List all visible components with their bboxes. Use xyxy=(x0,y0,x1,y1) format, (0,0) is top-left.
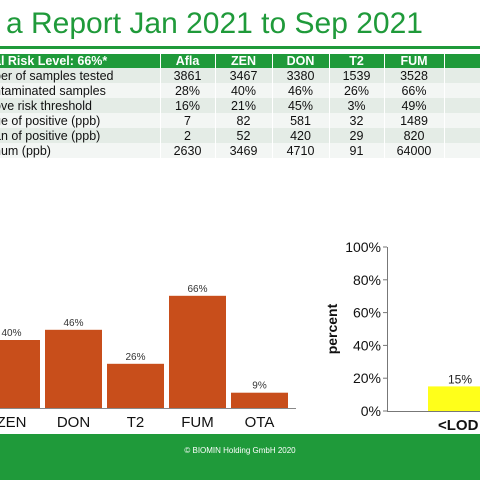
bar-zen xyxy=(0,340,40,408)
report-title: a Report Jan 2021 to Sep 2021 xyxy=(6,7,423,40)
bar-t2 xyxy=(107,363,164,408)
table-cell: 1539 xyxy=(329,68,385,83)
table-cell xyxy=(444,128,480,143)
header-afla: Afla xyxy=(160,54,216,68)
bar-fum xyxy=(169,295,226,408)
table-cell: 581 xyxy=(272,113,330,128)
footer-bar xyxy=(0,434,480,480)
row-label: an of positive (ppb) xyxy=(0,128,161,143)
table-cell: 420 xyxy=(272,128,330,143)
row-label: ove risk threshold xyxy=(0,98,161,113)
category-label: FUM xyxy=(181,414,214,431)
table-cell: 66% xyxy=(384,83,445,98)
table-cell: 28% xyxy=(160,83,216,98)
table-cell: 45% xyxy=(272,98,330,113)
y-tick-label: 0% xyxy=(361,403,381,419)
table-cell xyxy=(444,98,480,113)
table-cell: 46% xyxy=(272,83,330,98)
bar-ota xyxy=(231,392,288,408)
y-tick-label: 20% xyxy=(353,370,381,386)
row-label: ge of positive (ppb) xyxy=(0,113,161,128)
table-cell: 64000 xyxy=(384,143,445,158)
table-cell: 2630 xyxy=(160,143,216,158)
table-cell: 16% xyxy=(160,98,216,113)
bar-don xyxy=(45,329,102,408)
bar-value-label: 40% xyxy=(1,328,21,339)
bar-value-label: 26% xyxy=(125,352,145,363)
table-cell: 4710 xyxy=(272,143,330,158)
table-cell: 3467 xyxy=(215,68,273,83)
table-cell: 3861 xyxy=(160,68,216,83)
table-row: ber of samples tested 3861 3467 3380 153… xyxy=(0,68,480,83)
category-label: <LOD xyxy=(438,417,479,434)
header-risk-level: al Risk Level: 66%* xyxy=(0,54,161,68)
table-cell xyxy=(444,83,480,98)
header-t2: T2 xyxy=(329,54,385,68)
bar-value-label: 46% xyxy=(63,318,83,329)
table-cell: 82 xyxy=(215,113,273,128)
bar-value-label: 9% xyxy=(252,381,267,392)
table-cell: 1489 xyxy=(384,113,445,128)
bar-value-label: 66% xyxy=(187,284,207,295)
category-label: ZEN xyxy=(0,414,27,431)
row-label: ntaminated samples xyxy=(0,83,161,98)
table-cell: 21% xyxy=(215,98,273,113)
category-label: T2 xyxy=(127,414,145,431)
y-axis-label: percent xyxy=(324,303,340,354)
y-tick-label: 100% xyxy=(345,239,381,255)
table-row: ntaminated samples 28% 40% 46% 26% 66% xyxy=(0,83,480,98)
table-cell: 91 xyxy=(329,143,385,158)
table-cell: 3380 xyxy=(272,68,330,83)
y-tick-label: 60% xyxy=(353,305,381,321)
table-cell: 40% xyxy=(215,83,273,98)
table-cell xyxy=(444,68,480,83)
header-don: DON xyxy=(272,54,330,68)
lod-percent-chart: 0% 20% 40% 60% 80% 100% percent 15% <LOD xyxy=(324,239,480,434)
y-tick-label: 80% xyxy=(353,272,381,288)
table-cell xyxy=(444,143,480,158)
category-label: OTA xyxy=(245,414,275,431)
row-label: num (ppb) xyxy=(0,143,161,158)
table-cell: 7 xyxy=(160,113,216,128)
table-cell: 52 xyxy=(215,128,273,143)
contamination-bar-chart: 40% ZEN 46% DON 26% T2 66% FUM 9% OTA xyxy=(0,284,296,431)
table-row: an of positive (ppb) 2 52 420 29 820 xyxy=(0,128,480,143)
row-label: ber of samples tested xyxy=(0,68,161,83)
table-header-row: al Risk Level: 66%* Afla ZEN DON T2 FUM xyxy=(0,54,480,68)
charts-area: 40% ZEN 46% DON 26% T2 66% FUM 9% OTA 0% 20% 40% 60%… xyxy=(0,239,480,434)
bar-value-label: 15% xyxy=(448,372,472,386)
y-tick-label: 40% xyxy=(353,337,381,353)
table-cell: 29 xyxy=(329,128,385,143)
table-cell xyxy=(444,113,480,128)
table-cell: 49% xyxy=(384,98,445,113)
summary-table: al Risk Level: 66%* Afla ZEN DON T2 FUM … xyxy=(0,54,480,158)
table-row: ge of positive (ppb) 7 82 581 32 1489 xyxy=(0,113,480,128)
table-cell: 2 xyxy=(160,128,216,143)
table-cell: 26% xyxy=(329,83,385,98)
table-row: num (ppb) 2630 3469 4710 91 64000 xyxy=(0,143,480,158)
bar-lod xyxy=(428,386,480,411)
table-cell: 32 xyxy=(329,113,385,128)
header-fum: FUM xyxy=(384,54,445,68)
title-underline xyxy=(0,46,480,49)
copyright-text: © BIOMIN Holding GmbH 2020 xyxy=(184,446,296,455)
header-cut xyxy=(444,54,480,68)
header-zen: ZEN xyxy=(215,54,273,68)
table-cell: 3528 xyxy=(384,68,445,83)
table-cell: 820 xyxy=(384,128,445,143)
category-label: DON xyxy=(57,414,90,431)
table-cell: 3% xyxy=(329,98,385,113)
table-row: ove risk threshold 16% 21% 45% 3% 49% xyxy=(0,98,480,113)
table-cell: 3469 xyxy=(215,143,273,158)
